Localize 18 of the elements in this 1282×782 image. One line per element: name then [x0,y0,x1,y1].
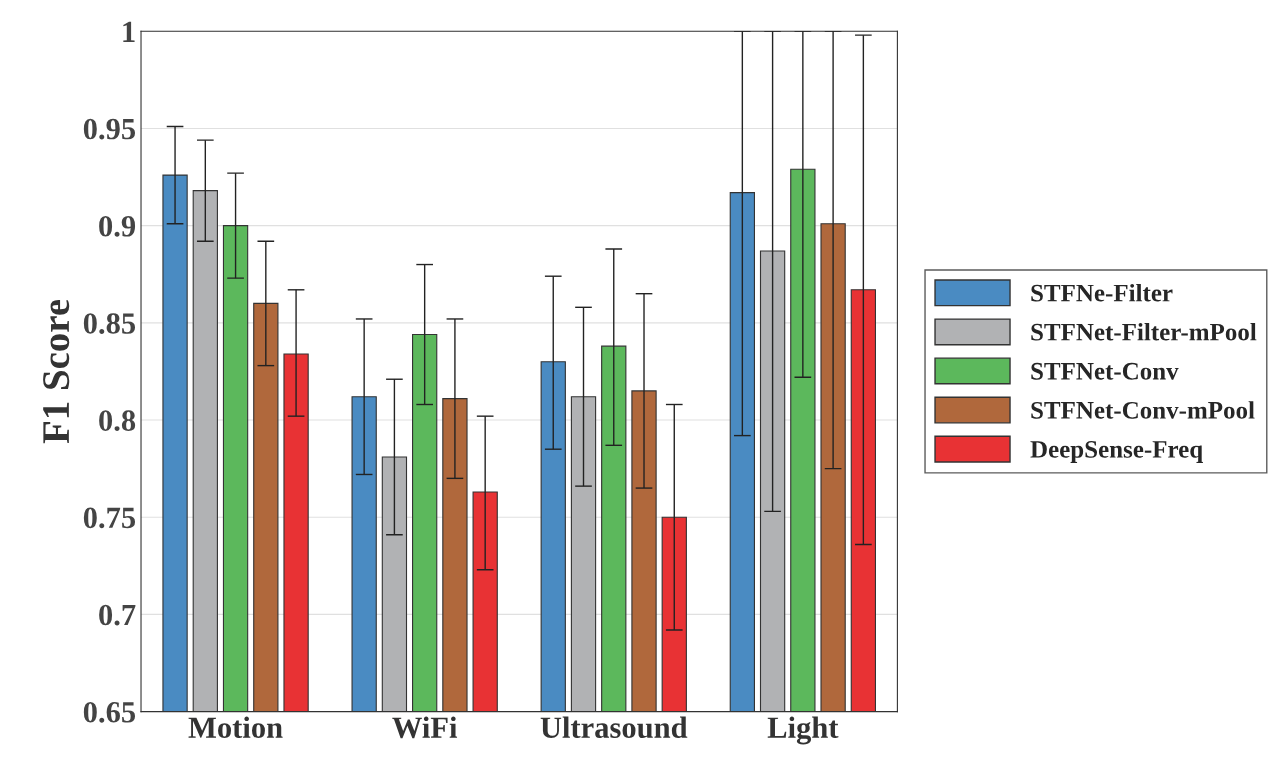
legend-label: STFNet-Conv-mPool [1031,401,1255,419]
legend-label: STFNe-Filter [1031,283,1173,302]
y-tick-label: 0.65 [83,701,136,723]
legend-label: DeepSense-Freq [1030,441,1203,463]
x-tick-label: Motion [188,716,283,738]
y-tick-label: 0.9 [99,215,136,237]
x-tick-label: Ultrasound [540,716,688,739]
legend-label: STFNet-Filter-mPool [1031,322,1257,341]
y-tick-label: 0.85 [83,313,136,334]
x-tick-label: WiFi [392,716,458,739]
y-tick-label: 0.75 [83,507,136,529]
x-tick-label: Light [767,716,839,745]
y-tick-label: 0.95 [83,118,136,140]
y-tick-label: 1 [123,21,135,42]
y-axis-title: F1 Score [43,299,70,444]
legend-label: STFNet-Conv [1031,362,1179,380]
y-tick-label: 0.7 [99,604,136,626]
y-tick-label: 0.8 [99,410,136,432]
